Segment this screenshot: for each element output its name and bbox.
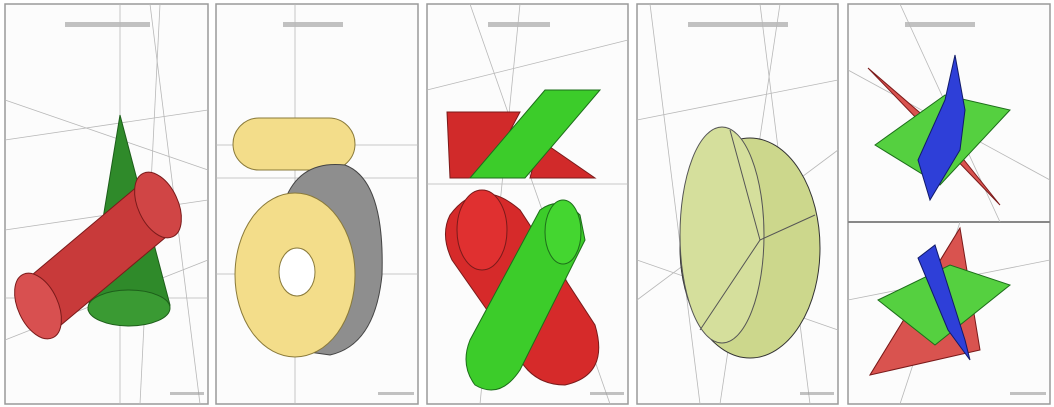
title-blur	[65, 22, 150, 27]
hole	[279, 248, 315, 296]
green-end	[545, 200, 581, 264]
panel-torus	[216, 4, 418, 404]
top-view	[233, 118, 355, 170]
caption-blur	[1010, 392, 1046, 395]
title-blur	[488, 22, 550, 27]
caption-blur	[800, 392, 834, 395]
caption-blur	[170, 392, 204, 395]
title-blur	[905, 22, 975, 27]
title-blur	[283, 22, 343, 27]
panel-intersecting-cylinders	[427, 4, 628, 404]
panel-plane-intersections	[848, 4, 1050, 404]
drawing-sheet	[0, 0, 1054, 407]
panel-ellipsoid	[637, 4, 838, 404]
cone-base	[88, 290, 170, 326]
caption-blur	[590, 392, 624, 395]
title-blur	[688, 22, 788, 27]
panel-cone-cylinder	[5, 4, 208, 404]
red-end	[457, 190, 507, 270]
section	[680, 127, 764, 343]
caption-blur	[378, 392, 414, 395]
